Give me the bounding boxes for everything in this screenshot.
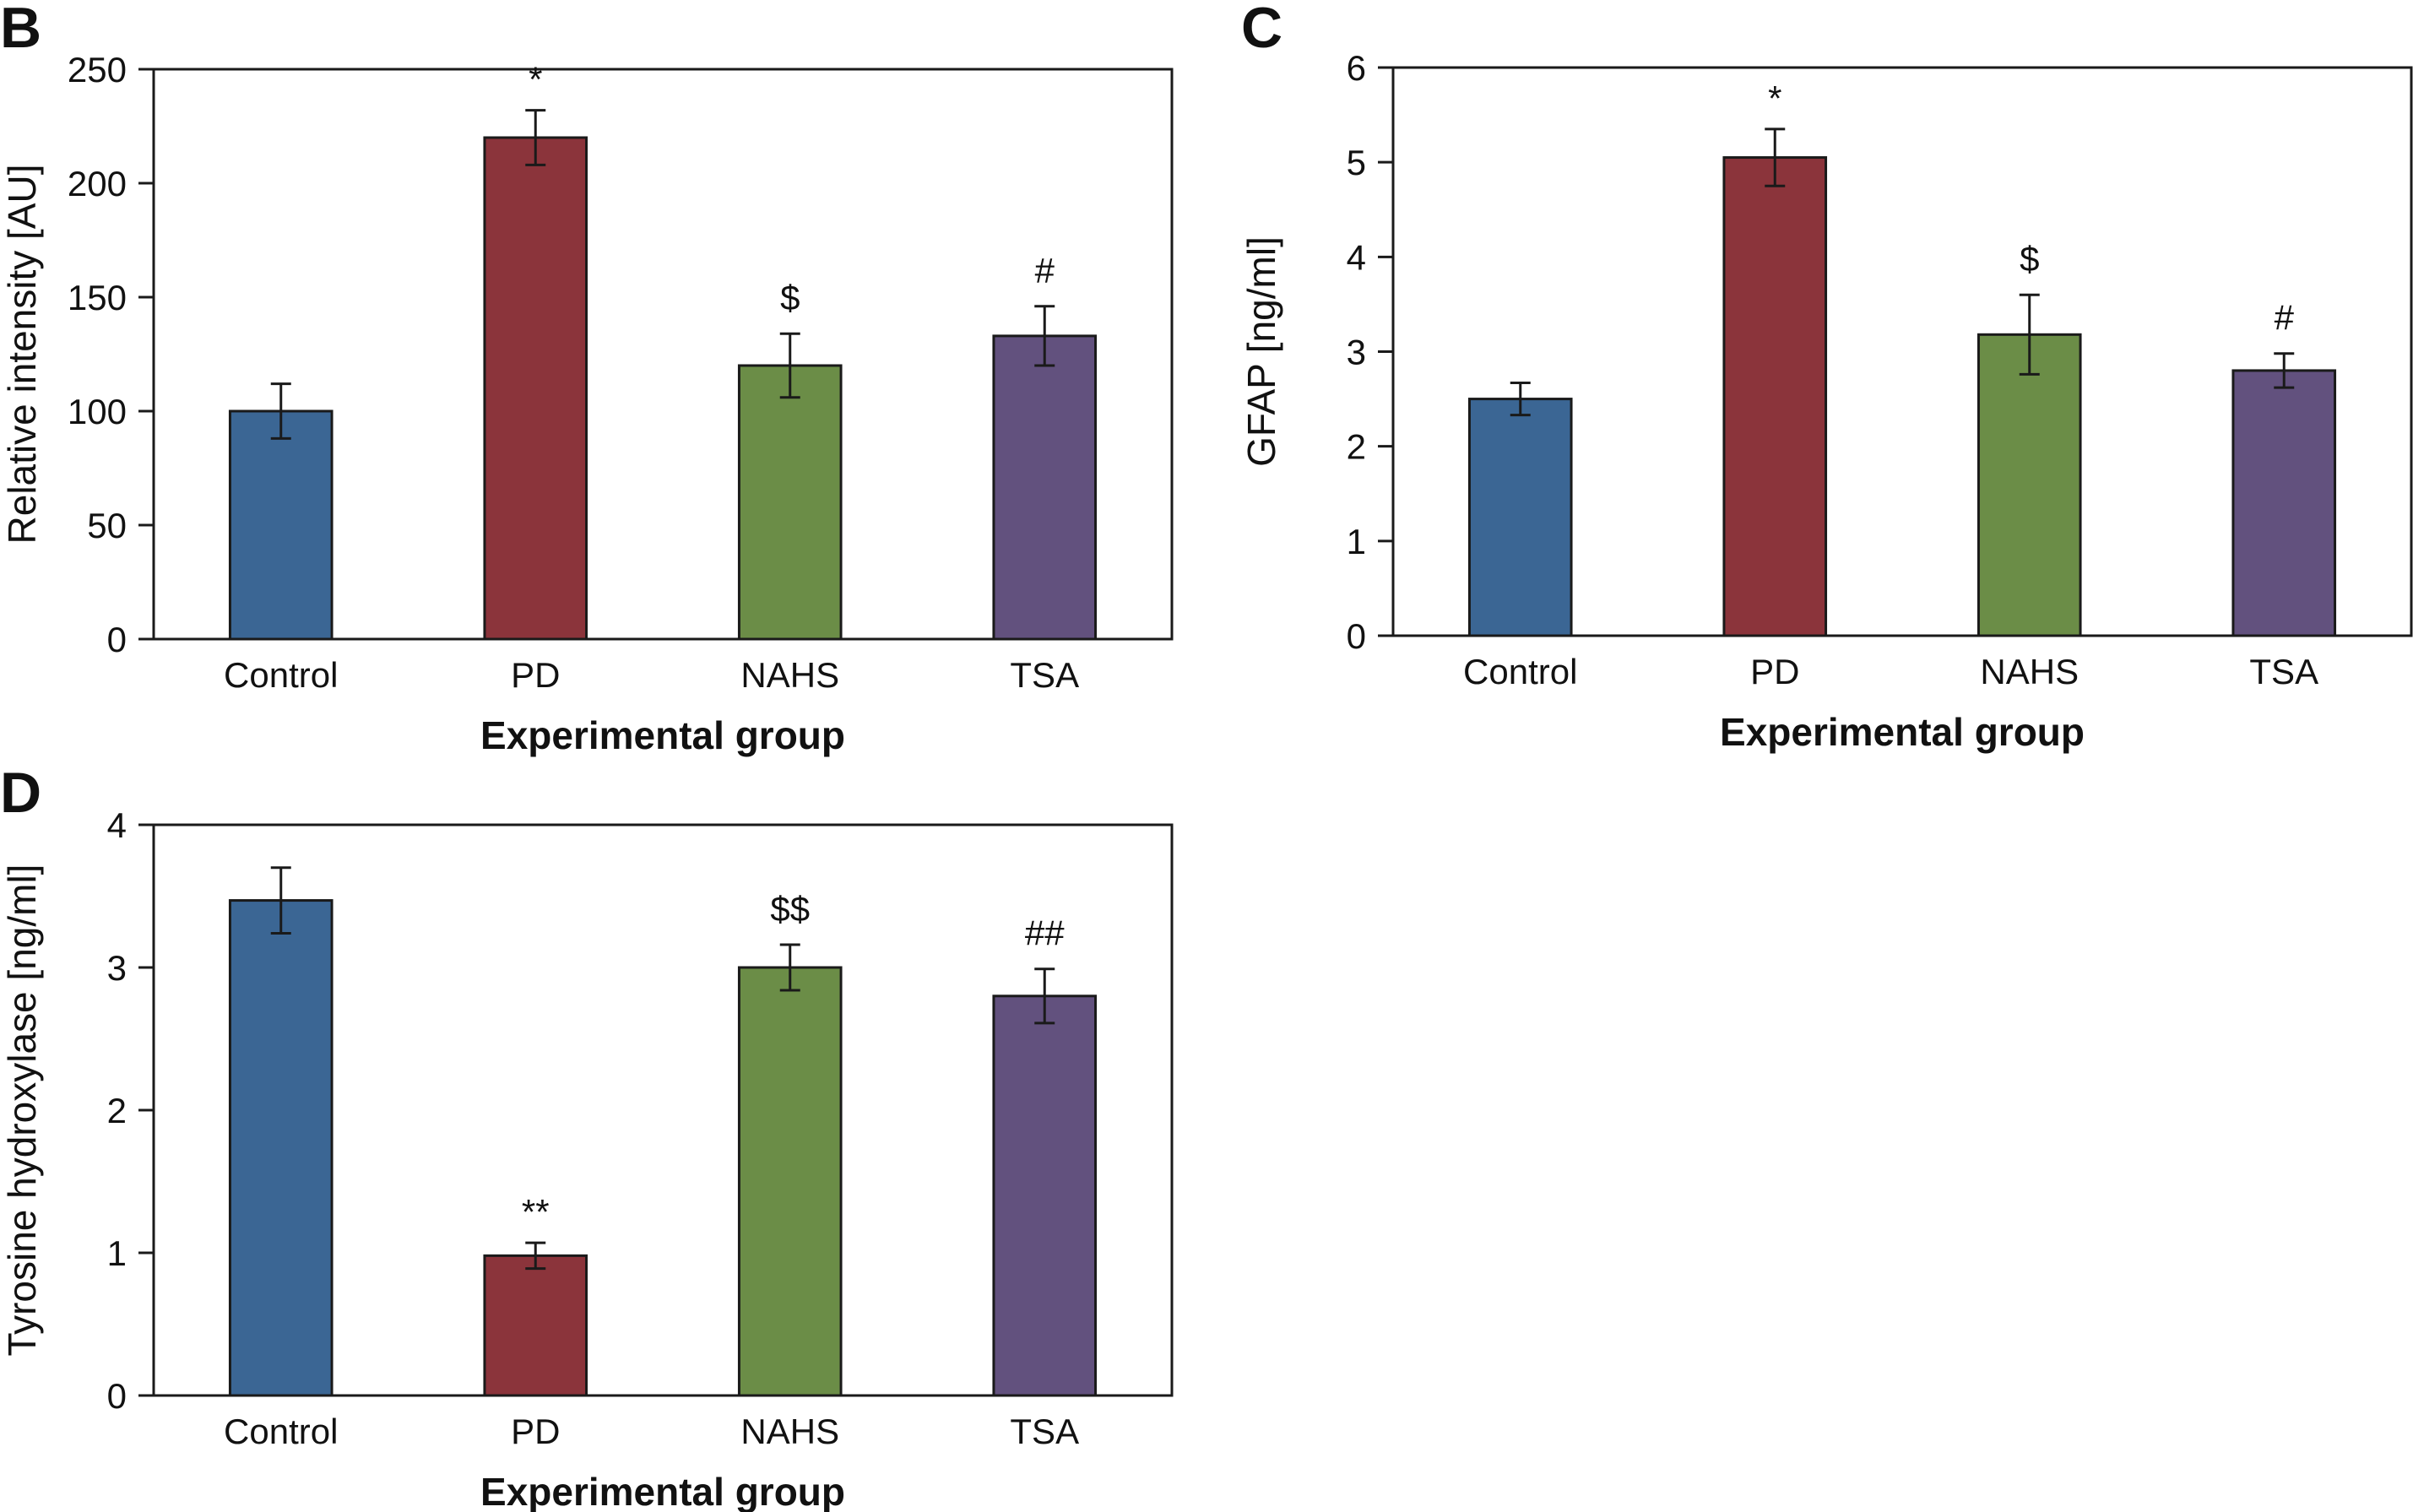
significance-label: $$ — [770, 889, 810, 929]
bar-control — [228, 409, 333, 641]
y-tick-label: 6 — [1347, 48, 1366, 88]
panel-letter: B — [0, 0, 41, 60]
significance-label: $ — [2020, 239, 2039, 279]
x-axis-label: Experimental group — [480, 713, 845, 757]
bar-nahs — [737, 364, 843, 641]
y-tick-label: 50 — [87, 506, 127, 545]
y-axis-label: GFAP [ng/ml] — [1239, 236, 1283, 467]
y-tick-label: 3 — [1347, 333, 1366, 372]
bar-tsa — [2231, 369, 2337, 637]
y-tick-label: 2 — [1347, 427, 1366, 467]
significance-label: $ — [780, 278, 800, 317]
x-tick-label: Control — [224, 655, 338, 695]
x-tick-label: TSA — [1010, 655, 1079, 695]
y-tick-label: 4 — [1347, 237, 1366, 277]
bar-tsa — [992, 994, 1098, 1397]
bar-nahs — [1976, 333, 2082, 637]
chart-panel-d: D 0 1 2 3 4 Tyrosine hydroxylase [ng/ml] Contro… — [0, 761, 1174, 1512]
bar-control — [1467, 398, 1573, 637]
significance-label: * — [1768, 79, 1781, 118]
x-tick-label: PD — [1750, 652, 1799, 691]
x-axis-label: Experimental group — [1720, 710, 2085, 754]
y-axis-label: Tyrosine hydroxylase [ng/ml] — [0, 864, 44, 1357]
significance-label: # — [1035, 251, 1055, 290]
significance-label: ## — [1025, 913, 1065, 953]
y-tick-label: 0 — [1347, 616, 1366, 656]
x-tick-label: PD — [511, 1412, 560, 1451]
x-axis-label: Experimental group — [480, 1470, 845, 1512]
y-tick-label: 5 — [1347, 143, 1366, 182]
y-tick-label: 150 — [68, 278, 127, 317]
x-tick-label: TSA — [2249, 652, 2318, 691]
chart-panel-b: B 0 50 100 150 200 250 Relative intensity [AU] C… — [0, 0, 1174, 757]
significance-label: ** — [522, 1192, 550, 1232]
y-tick-label: 1 — [1347, 522, 1366, 561]
y-tick-label: 0 — [107, 620, 127, 659]
bar-pd — [1722, 156, 1828, 637]
x-tick-label: NAHS — [1980, 652, 2079, 691]
plot-frame — [152, 68, 1174, 641]
y-tick-label: 0 — [107, 1376, 127, 1416]
y-tick-label: 2 — [107, 1091, 127, 1130]
panel-letter: C — [1241, 0, 1282, 60]
y-tick-label: 1 — [107, 1233, 127, 1273]
bar-pd — [483, 136, 588, 641]
x-tick-label: Control — [1463, 652, 1577, 691]
y-tick-label: 100 — [68, 392, 127, 431]
bar-nahs — [737, 966, 843, 1397]
x-tick-label: PD — [511, 655, 560, 695]
bar-tsa — [992, 334, 1098, 641]
bar-pd — [483, 1254, 588, 1397]
y-tick-label: 200 — [68, 164, 127, 203]
significance-label: * — [529, 60, 542, 100]
significance-label: # — [2275, 298, 2295, 338]
x-tick-label: NAHS — [740, 1412, 839, 1451]
y-tick-label: 250 — [68, 50, 127, 89]
y-axis-label: Relative intensity [AU] — [0, 165, 44, 545]
x-tick-label: TSA — [1010, 1412, 1079, 1451]
panel-letter: D — [0, 761, 41, 825]
y-tick-label: 4 — [107, 805, 127, 845]
x-tick-label: Control — [224, 1412, 338, 1451]
y-tick-label: 3 — [107, 948, 127, 988]
x-tick-label: NAHS — [740, 655, 839, 695]
chart-panel-c: C 0 1 2 3 4 5 6 GFAP [ng/ml] Control * PD $ NAHS # TSA E… — [1239, 0, 2413, 754]
bar-control — [228, 899, 333, 1397]
